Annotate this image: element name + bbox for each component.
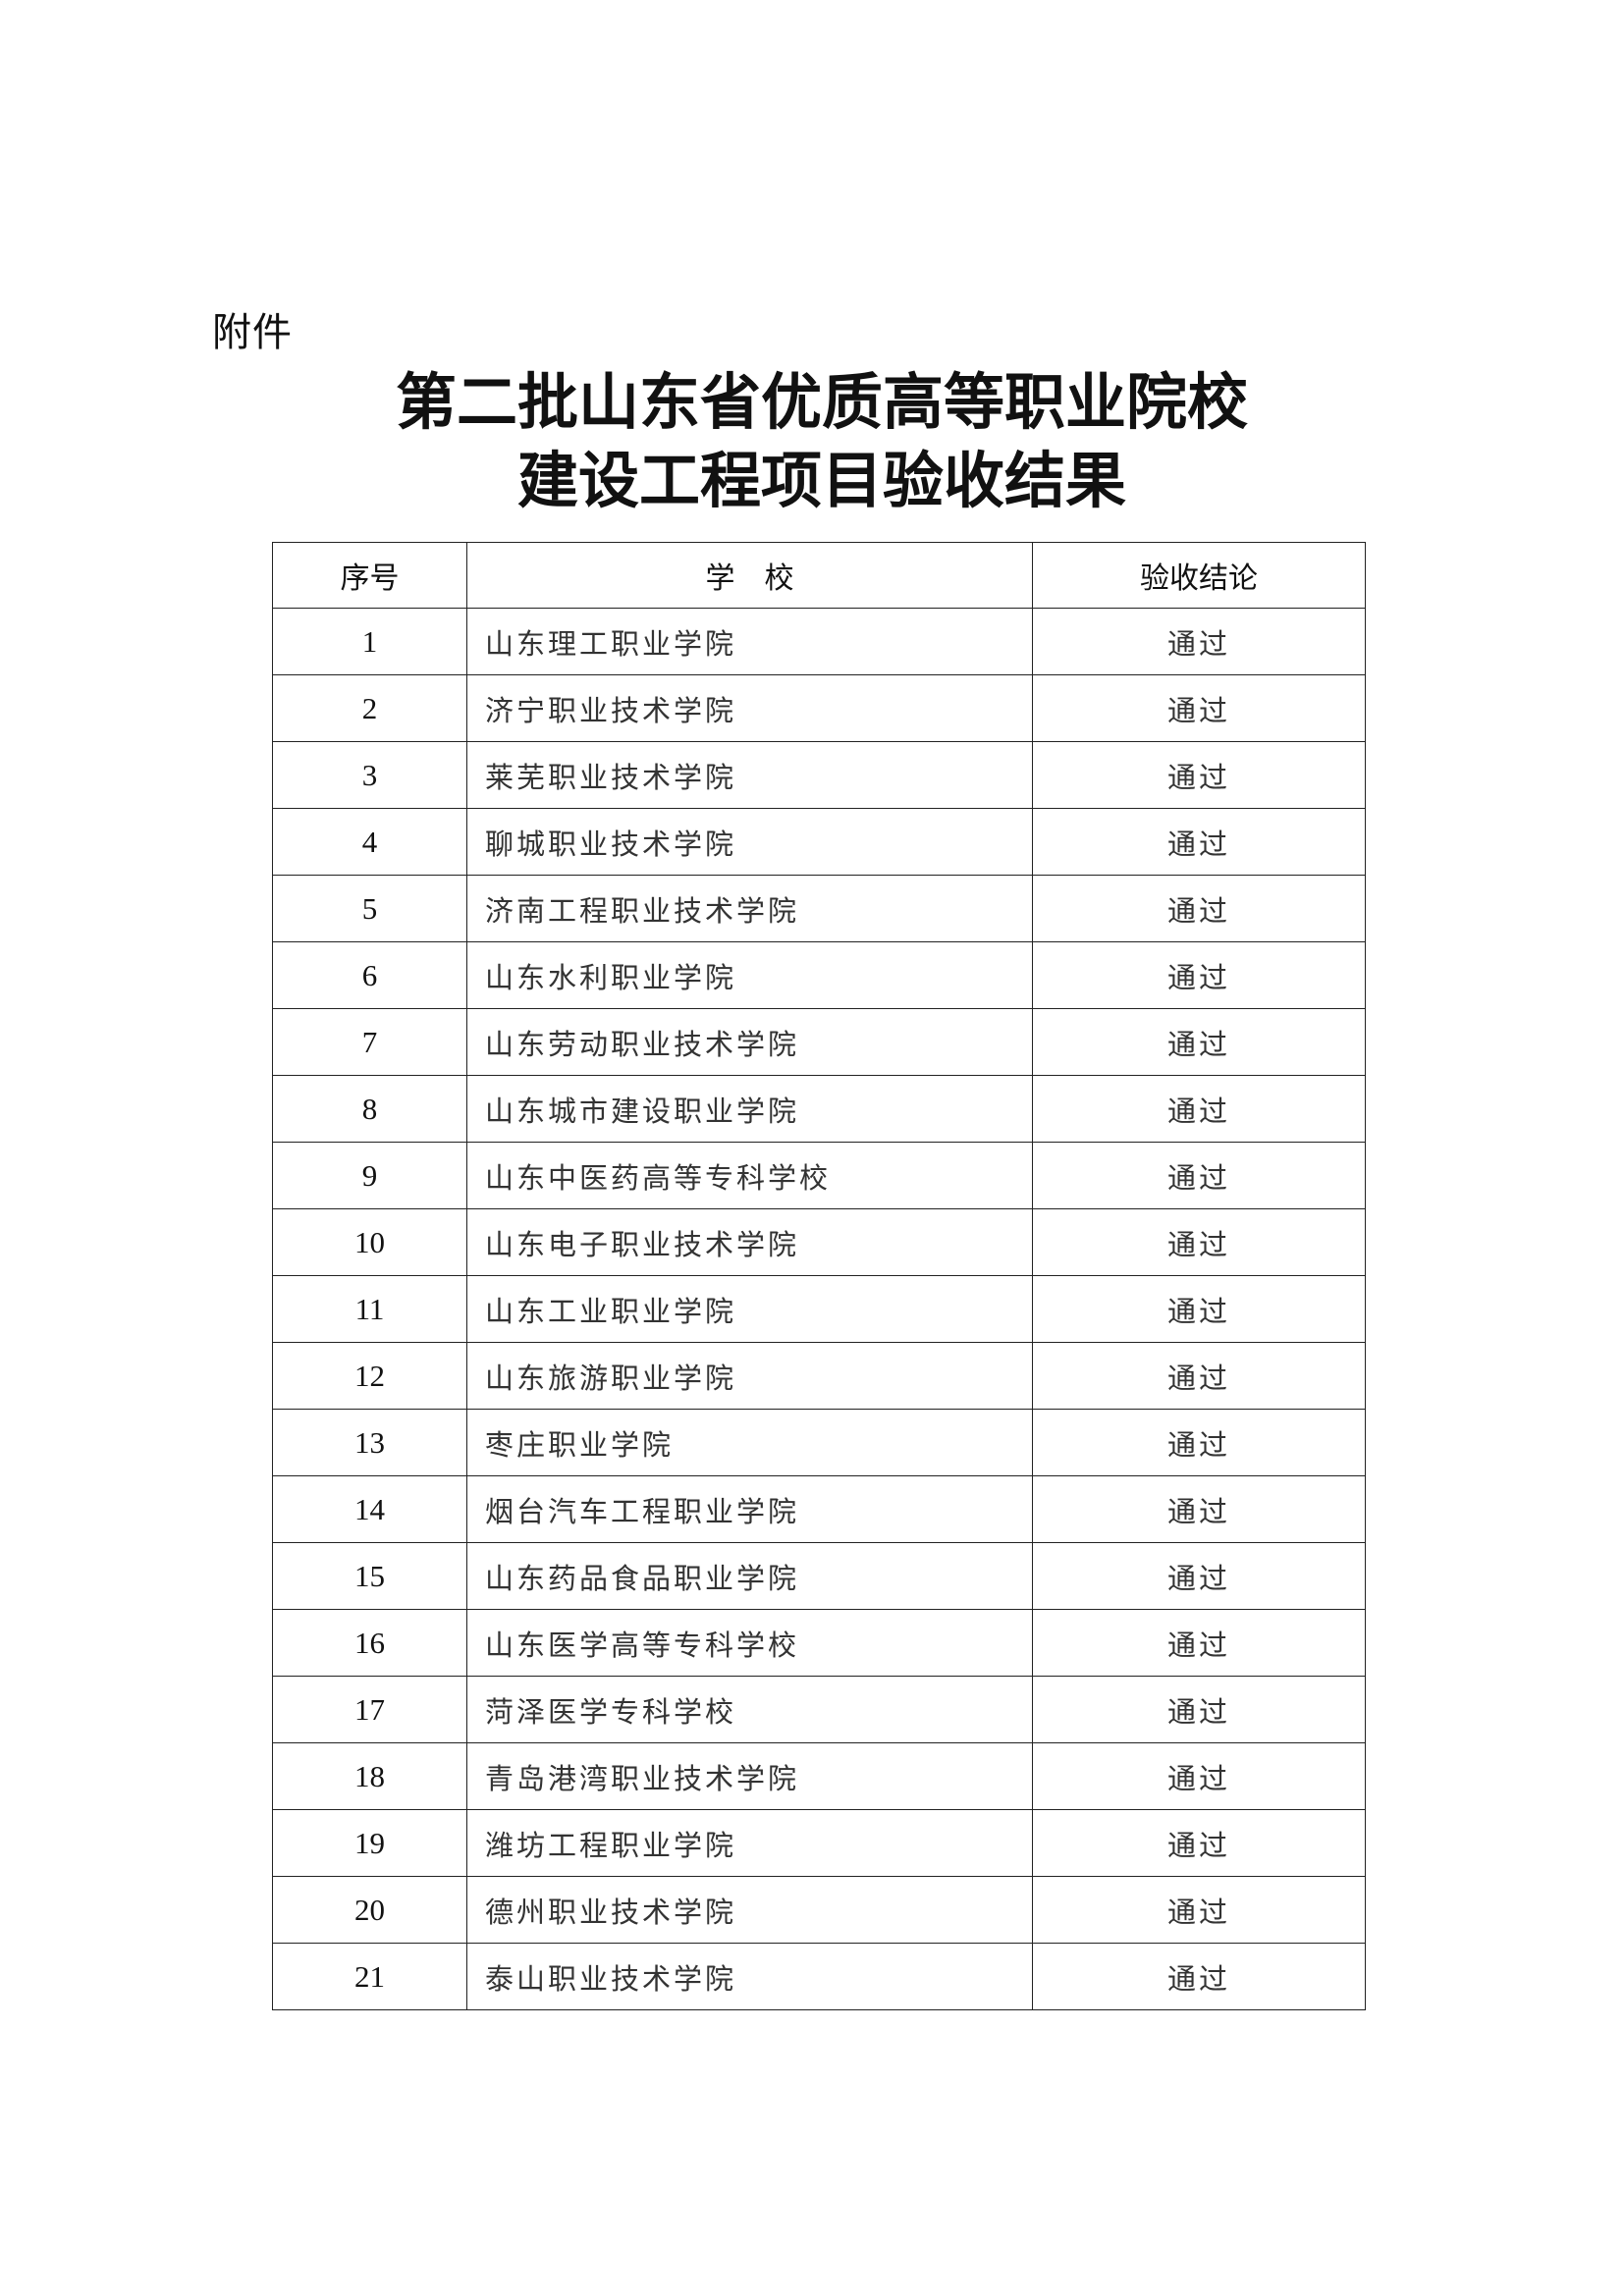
table-row: 15 山东药品食品职业学院 通过 [272, 1542, 1366, 1610]
row-number: 4 [272, 808, 467, 876]
table-row: 12 山东旅游职业学院 通过 [272, 1342, 1366, 1410]
school-name: 山东工业职业学院 [466, 1275, 1033, 1343]
acceptance-result: 通过 [1032, 1275, 1366, 1343]
row-number: 15 [272, 1542, 467, 1610]
row-number: 16 [272, 1609, 467, 1677]
table-row: 16 山东医学高等专科学校 通过 [272, 1609, 1366, 1677]
acceptance-result: 通过 [1032, 1676, 1366, 1743]
school-name: 菏泽医学专科学校 [466, 1676, 1033, 1743]
school-name: 济南工程职业技术学院 [466, 875, 1033, 942]
acceptance-result: 通过 [1032, 941, 1366, 1009]
table-row: 6 山东水利职业学院 通过 [272, 941, 1366, 1009]
school-name: 青岛港湾职业技术学院 [466, 1742, 1033, 1810]
header-school: 学 校 [466, 542, 1033, 609]
acceptance-result: 通过 [1032, 1342, 1366, 1410]
table-row: 13 枣庄职业学院 通过 [272, 1409, 1366, 1476]
school-name: 山东医学高等专科学校 [466, 1609, 1033, 1677]
acceptance-result: 通过 [1032, 1609, 1366, 1677]
row-number: 13 [272, 1409, 467, 1476]
page-title-line-2: 建设工程项目验收结果 [516, 445, 1126, 516]
page-title-line-1: 第二批山东省优质高等职业院校 [395, 366, 1248, 438]
school-name: 德州职业技术学院 [466, 1876, 1033, 1944]
row-number: 9 [272, 1142, 467, 1209]
table-row: 2 济宁职业技术学院 通过 [272, 674, 1366, 742]
school-name: 山东电子职业技术学院 [466, 1208, 1033, 1276]
row-number: 11 [272, 1275, 467, 1343]
acceptance-result: 通过 [1032, 808, 1366, 876]
table-row: 7 山东劳动职业技术学院 通过 [272, 1008, 1366, 1076]
header-number: 序号 [272, 542, 467, 609]
row-number: 6 [272, 941, 467, 1009]
school-name: 山东旅游职业学院 [466, 1342, 1033, 1410]
table-row: 11 山东工业职业学院 通过 [272, 1275, 1366, 1343]
table-row: 20 德州职业技术学院 通过 [272, 1876, 1366, 1944]
acceptance-result: 通过 [1032, 741, 1366, 809]
school-name: 山东城市建设职业学院 [466, 1075, 1033, 1143]
results-table: 序号 学 校 验收结论 1 山东理工职业学院 通过 2 济宁职业技术学院 通过 3 莱芜职业技… [272, 542, 1366, 2010]
row-number: 18 [272, 1742, 467, 1810]
table-row: 3 莱芜职业技术学院 通过 [272, 741, 1366, 809]
row-number: 3 [272, 741, 467, 809]
table-header-row: 序号 学 校 验收结论 [272, 542, 1366, 609]
table-row: 5 济南工程职业技术学院 通过 [272, 875, 1366, 942]
table-row: 4 聊城职业技术学院 通过 [272, 808, 1366, 876]
row-number: 5 [272, 875, 467, 942]
school-name: 泰山职业技术学院 [466, 1943, 1033, 2010]
table-row: 21 泰山职业技术学院 通过 [272, 1943, 1366, 2010]
row-number: 8 [272, 1075, 467, 1143]
row-number: 19 [272, 1809, 467, 1877]
row-number: 2 [272, 674, 467, 742]
acceptance-result: 通过 [1032, 1075, 1366, 1143]
acceptance-result: 通过 [1032, 1742, 1366, 1810]
row-number: 14 [272, 1475, 467, 1543]
acceptance-result: 通过 [1032, 1943, 1366, 2010]
table-row: 18 青岛港湾职业技术学院 通过 [272, 1742, 1366, 1810]
acceptance-result: 通过 [1032, 1208, 1366, 1276]
school-name: 枣庄职业学院 [466, 1409, 1033, 1476]
row-number: 1 [272, 608, 467, 675]
school-name: 莱芜职业技术学院 [466, 741, 1033, 809]
school-name: 潍坊工程职业学院 [466, 1809, 1033, 1877]
school-name: 山东理工职业学院 [466, 608, 1033, 675]
acceptance-result: 通过 [1032, 1475, 1366, 1543]
acceptance-result: 通过 [1032, 1142, 1366, 1209]
table-row: 8 山东城市建设职业学院 通过 [272, 1075, 1366, 1143]
acceptance-result: 通过 [1032, 674, 1366, 742]
table-row: 9 山东中医药高等专科学校 通过 [272, 1142, 1366, 1209]
acceptance-result: 通过 [1032, 1542, 1366, 1610]
acceptance-result: 通过 [1032, 1409, 1366, 1476]
header-result: 验收结论 [1032, 542, 1366, 609]
row-number: 12 [272, 1342, 467, 1410]
acceptance-result: 通过 [1032, 875, 1366, 942]
table-row: 19 潍坊工程职业学院 通过 [272, 1809, 1366, 1877]
acceptance-result: 通过 [1032, 1809, 1366, 1877]
school-name: 山东劳动职业技术学院 [466, 1008, 1033, 1076]
acceptance-result: 通过 [1032, 608, 1366, 675]
row-number: 21 [272, 1943, 467, 2010]
table-row: 14 烟台汽车工程职业学院 通过 [272, 1475, 1366, 1543]
school-name: 山东中医药高等专科学校 [466, 1142, 1033, 1209]
school-name: 聊城职业技术学院 [466, 808, 1033, 876]
table-row: 1 山东理工职业学院 通过 [272, 608, 1366, 675]
table-row: 17 菏泽医学专科学校 通过 [272, 1676, 1366, 1743]
row-number: 10 [272, 1208, 467, 1276]
row-number: 7 [272, 1008, 467, 1076]
attachment-label: 附件 [212, 310, 293, 355]
table-row: 10 山东电子职业技术学院 通过 [272, 1208, 1366, 1276]
school-name: 山东药品食品职业学院 [466, 1542, 1033, 1610]
school-name: 烟台汽车工程职业学院 [466, 1475, 1033, 1543]
acceptance-result: 通过 [1032, 1876, 1366, 1944]
row-number: 17 [272, 1676, 467, 1743]
school-name: 济宁职业技术学院 [466, 674, 1033, 742]
school-name: 山东水利职业学院 [466, 941, 1033, 1009]
acceptance-result: 通过 [1032, 1008, 1366, 1076]
row-number: 20 [272, 1876, 467, 1944]
